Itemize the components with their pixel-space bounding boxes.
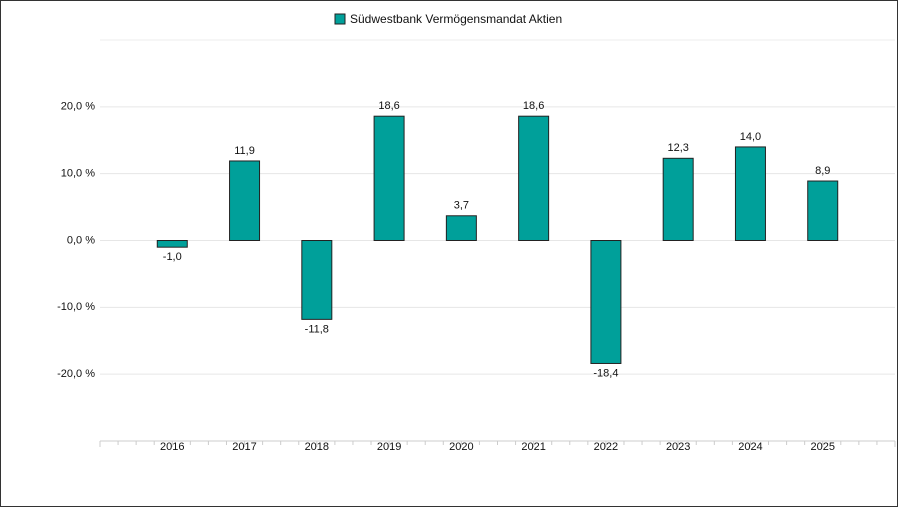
data-label: -11,8 [305, 323, 329, 335]
data-label: -1,0 [163, 251, 182, 263]
x-tick-label: 2023 [666, 441, 690, 453]
x-tick-label: 2021 [521, 441, 545, 453]
x-tick-label: 2018 [305, 441, 329, 453]
legend-label: Südwestbank Vermögensmandat Aktien [350, 12, 562, 26]
y-tick-label: -20,0 % [57, 368, 95, 380]
x-tick-label: 2017 [232, 441, 256, 453]
data-label: 8,9 [815, 165, 830, 177]
x-tick-label: 2019 [377, 441, 401, 453]
bar [301, 240, 333, 320]
y-tick-label: 0,0 % [67, 234, 95, 246]
x-tick-label: 2022 [594, 441, 618, 453]
data-label: 18,6 [523, 100, 544, 112]
bar [734, 146, 766, 241]
y-tick-label: 10,0 % [61, 168, 95, 180]
bar [445, 215, 477, 241]
x-tick-label: 2024 [738, 441, 762, 453]
x-tick-label: 2020 [449, 441, 473, 453]
legend-swatch [334, 13, 346, 25]
bar [229, 160, 261, 242]
bar [156, 240, 188, 248]
x-tick-label: 2016 [160, 441, 184, 453]
data-label: 14,0 [740, 131, 761, 143]
y-tick-label: -10,0 % [57, 301, 95, 313]
bar [373, 115, 405, 241]
bar [807, 180, 839, 241]
data-label: 3,7 [454, 200, 469, 212]
data-label: 11,9 [234, 145, 255, 157]
bar [518, 115, 550, 241]
data-label: -18,4 [593, 367, 618, 379]
y-tick-label: 20,0 % [61, 101, 95, 113]
data-label: 12,3 [667, 142, 688, 154]
x-tick-label: 2025 [810, 441, 834, 453]
bar [590, 240, 622, 364]
data-label: 18,6 [378, 100, 399, 112]
bar [662, 157, 694, 241]
